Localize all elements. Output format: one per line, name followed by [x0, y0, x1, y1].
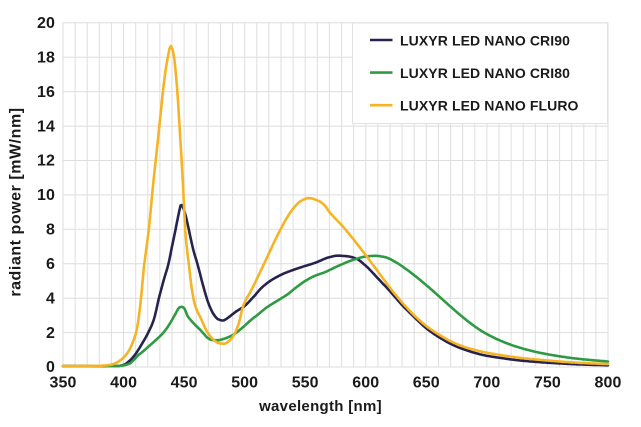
svg-text:400: 400	[110, 375, 137, 392]
svg-text:10: 10	[37, 187, 55, 204]
svg-text:20: 20	[37, 15, 55, 32]
svg-text:16: 16	[37, 84, 55, 101]
svg-text:18: 18	[37, 49, 55, 66]
svg-text:350: 350	[50, 375, 77, 392]
svg-text:600: 600	[352, 375, 379, 392]
svg-text:450: 450	[171, 375, 198, 392]
svg-text:wavelength [nm]: wavelength [nm]	[258, 398, 382, 415]
svg-text:4: 4	[46, 290, 55, 307]
svg-text:radiant power [mW/nm]: radiant power [mW/nm]	[8, 107, 25, 296]
svg-text:500: 500	[231, 375, 258, 392]
svg-text:LUXYR LED NANO FLURO: LUXYR LED NANO FLURO	[400, 98, 579, 114]
svg-text:2: 2	[46, 325, 55, 342]
svg-text:700: 700	[473, 375, 500, 392]
svg-text:LUXYR LED NANO CRI80: LUXYR LED NANO CRI80	[400, 65, 570, 81]
svg-text:LUXYR LED NANO CRI90: LUXYR LED NANO CRI90	[400, 32, 570, 48]
svg-text:12: 12	[37, 153, 55, 170]
svg-text:750: 750	[534, 375, 561, 392]
svg-text:650: 650	[413, 375, 440, 392]
svg-text:550: 550	[292, 375, 319, 392]
svg-text:14: 14	[37, 118, 55, 135]
svg-text:800: 800	[595, 375, 622, 392]
svg-text:6: 6	[46, 256, 55, 273]
svg-text:0: 0	[46, 359, 55, 376]
svg-text:8: 8	[46, 222, 55, 239]
